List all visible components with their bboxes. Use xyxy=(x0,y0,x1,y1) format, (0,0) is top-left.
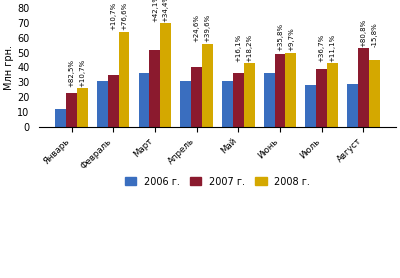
Bar xyxy=(55,109,66,127)
Bar xyxy=(160,23,171,127)
Text: +82,5%: +82,5% xyxy=(68,59,74,87)
Bar xyxy=(306,85,316,127)
Bar xyxy=(180,81,191,127)
Text: +24,6%: +24,6% xyxy=(194,14,200,42)
Text: +35,8%: +35,8% xyxy=(277,23,283,51)
Text: +10,7%: +10,7% xyxy=(79,58,85,87)
Text: +11,1%: +11,1% xyxy=(330,33,336,61)
Text: +18,2%: +18,2% xyxy=(246,33,252,61)
Bar xyxy=(358,48,369,127)
Text: +80,8%: +80,8% xyxy=(360,18,366,47)
Text: +9,7%: +9,7% xyxy=(288,28,294,51)
Text: +39,6%: +39,6% xyxy=(204,14,210,42)
Bar xyxy=(150,50,160,127)
Y-axis label: Млн грн.: Млн грн. xyxy=(4,45,14,90)
Text: +36,7%: +36,7% xyxy=(319,33,325,61)
Bar xyxy=(222,81,233,127)
Bar xyxy=(77,88,88,127)
Text: +76,6%: +76,6% xyxy=(121,2,127,30)
Text: -15,8%: -15,8% xyxy=(371,22,377,47)
Bar xyxy=(119,32,130,127)
Bar xyxy=(347,84,358,127)
Bar xyxy=(233,73,244,127)
Text: +34,4%: +34,4% xyxy=(163,0,169,21)
Bar xyxy=(274,54,285,127)
Bar xyxy=(202,44,213,127)
Bar xyxy=(139,73,150,127)
Bar xyxy=(327,63,338,127)
Legend: 2006 г., 2007 г., 2008 г.: 2006 г., 2007 г., 2008 г. xyxy=(121,173,314,191)
Bar xyxy=(264,73,274,127)
Bar xyxy=(191,68,202,127)
Bar xyxy=(244,63,254,127)
Text: +42,1%: +42,1% xyxy=(152,0,158,21)
Text: +16,1%: +16,1% xyxy=(235,33,241,61)
Bar xyxy=(369,60,380,127)
Bar xyxy=(66,93,77,127)
Bar xyxy=(108,75,119,127)
Bar xyxy=(97,81,108,127)
Text: +10,7%: +10,7% xyxy=(110,2,116,30)
Bar xyxy=(316,69,327,127)
Bar xyxy=(285,53,296,127)
